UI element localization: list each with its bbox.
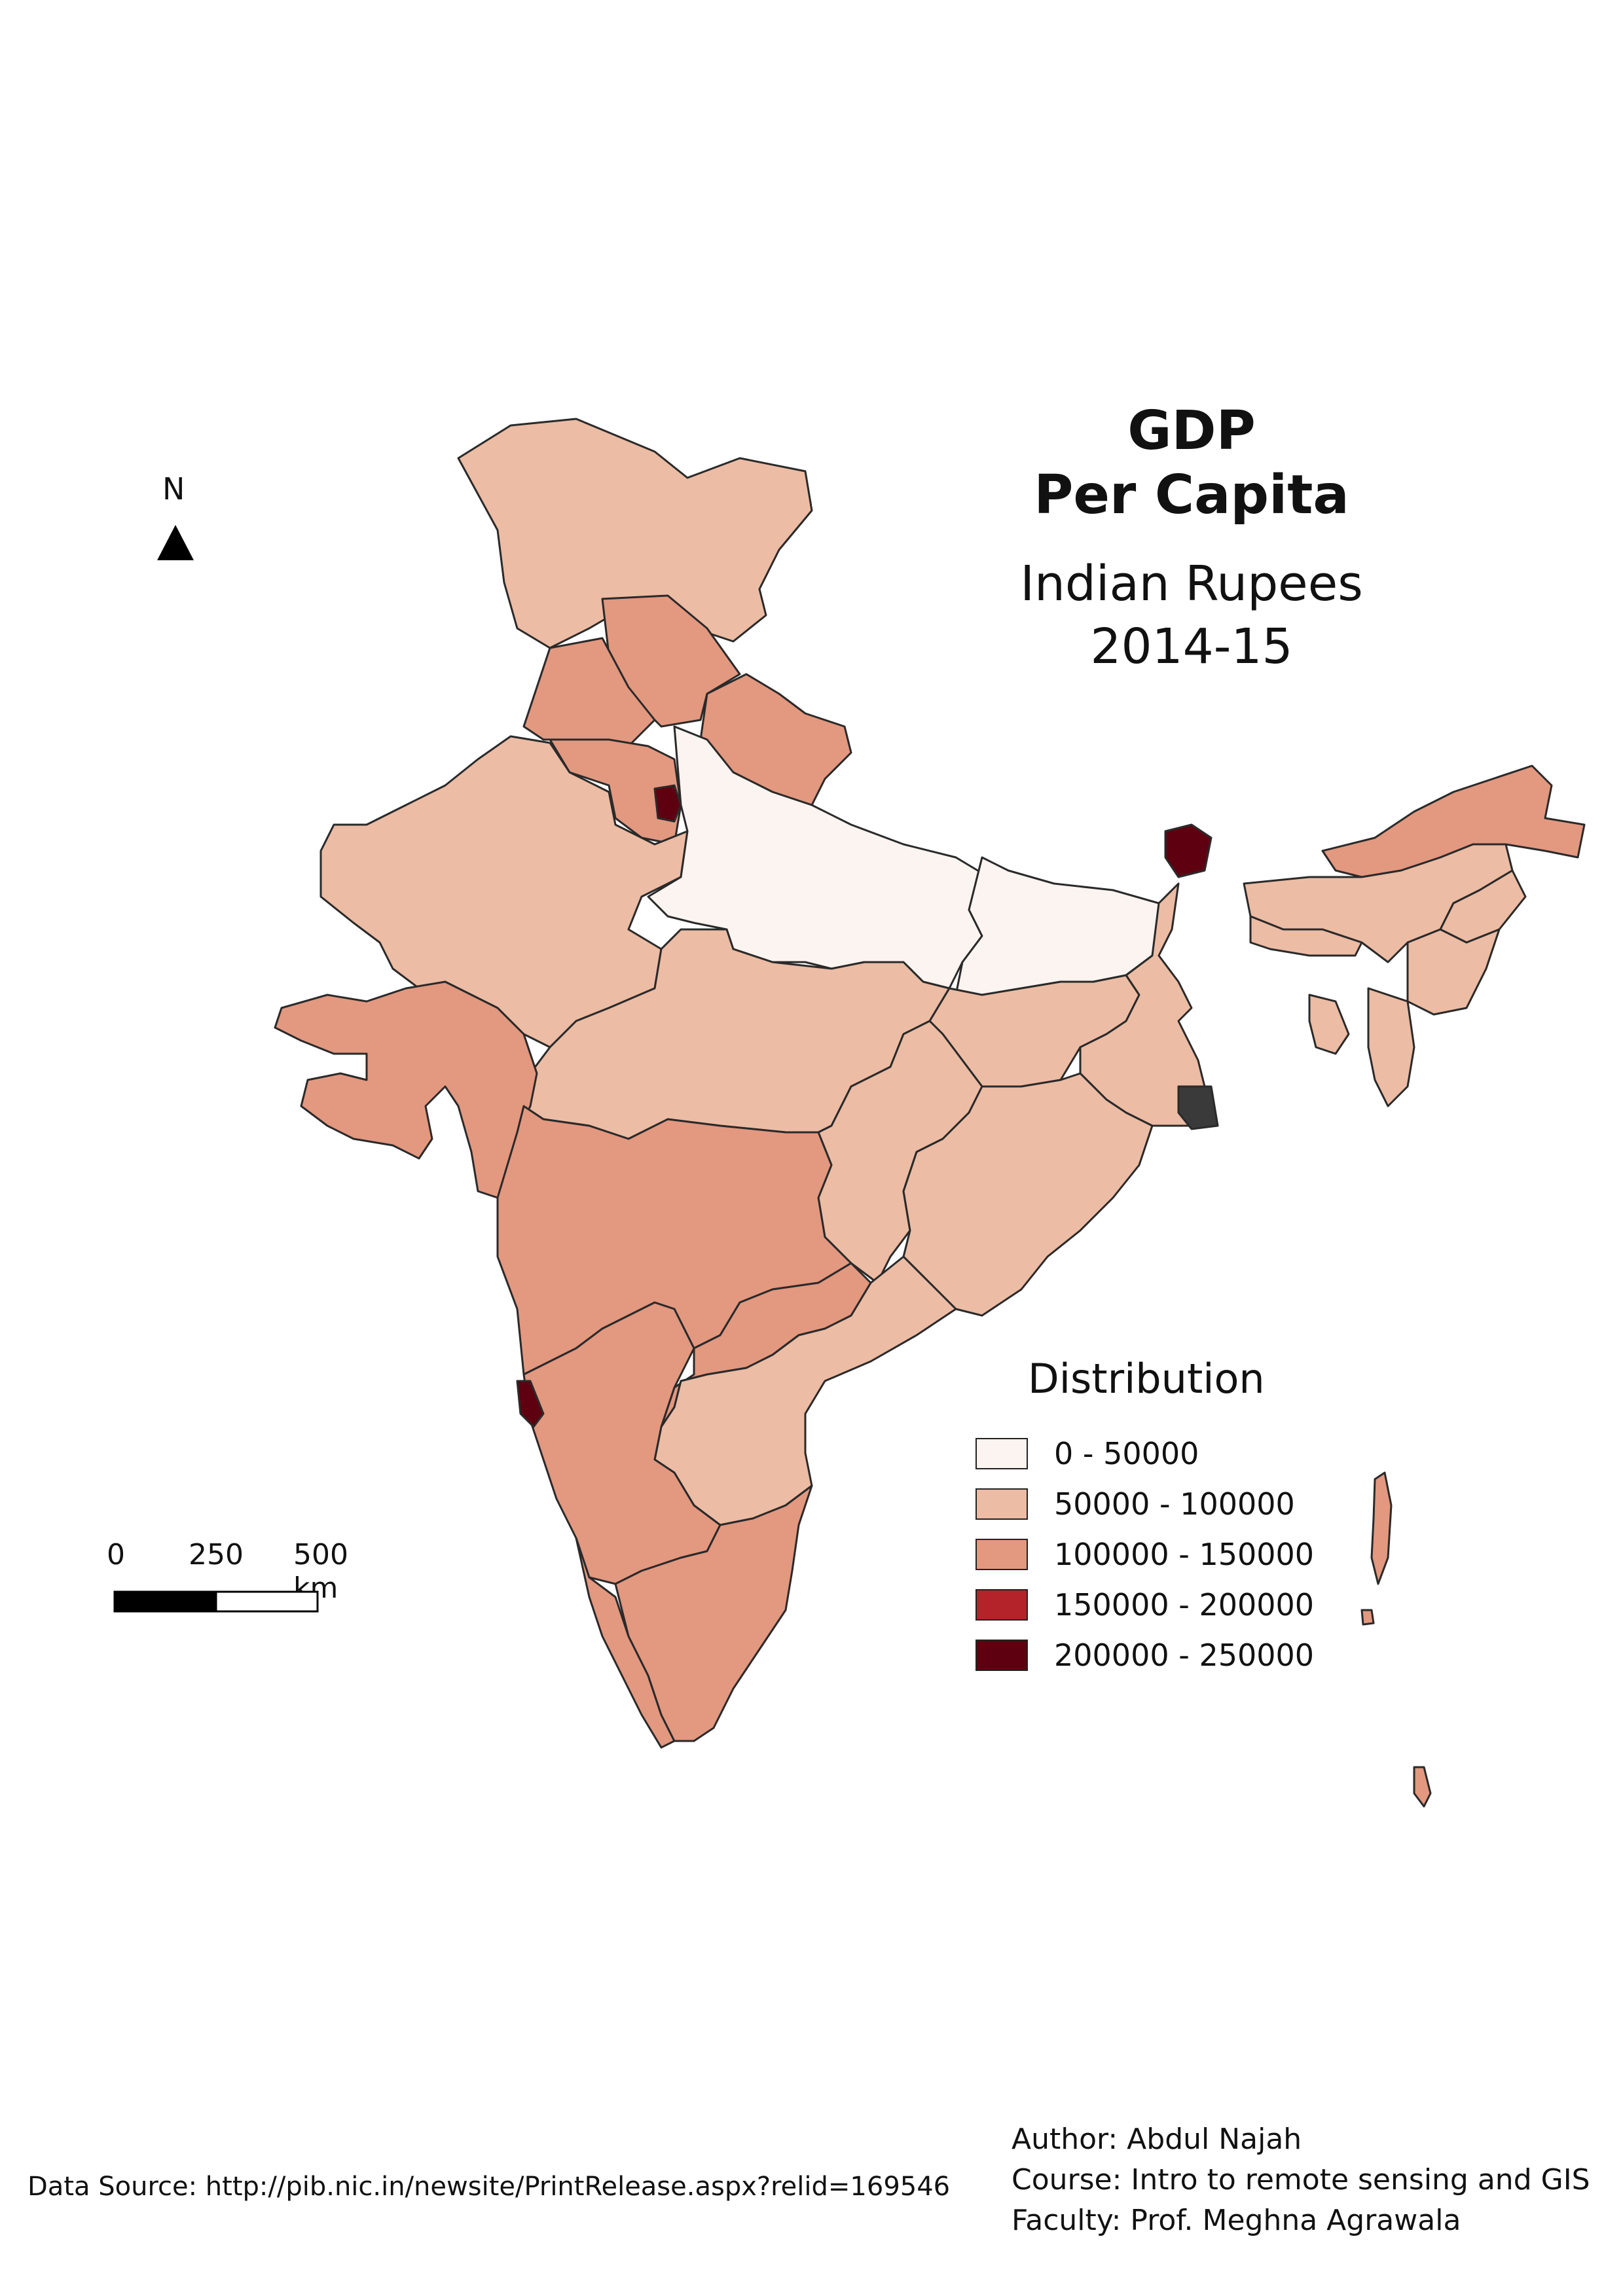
map-title-block: GDP Per Capita Indian Rupees 2014-15: [949, 399, 1434, 678]
scale-label-500: 500 km: [293, 1538, 348, 1605]
legend-item: 150000 - 200000: [976, 1587, 1315, 1623]
region-nicobar-islet: [1360, 1609, 1375, 1626]
scale-bar-graphic: [113, 1590, 319, 1613]
scale-label-250: 250: [189, 1538, 244, 1571]
region-nicobar-islands: [1413, 1766, 1432, 1808]
region-gujarat: [274, 980, 538, 1199]
data-source: Data Source: http://pib.nic.in/newsite/P…: [27, 2172, 951, 2202]
region-odisha: [902, 1072, 1154, 1317]
map-year: 2014-15: [1090, 619, 1293, 675]
legend-item: 0 - 50000: [976, 1436, 1199, 1471]
legend-item: 50000 - 100000: [976, 1486, 1295, 1522]
credit-course: Course: Intro to remote sensing and GIS: [1012, 2163, 1590, 2197]
region-tripura: [1308, 994, 1350, 1055]
legend-item: 200000 - 250000: [976, 1638, 1315, 1673]
region-sundarbans: [1177, 1085, 1219, 1130]
region-andaman-islands: [1370, 1471, 1393, 1585]
north-label: N: [162, 471, 185, 507]
region-mizoram: [1367, 987, 1415, 1107]
north-arrow-icon: [157, 525, 194, 560]
legend-swatch: [976, 1589, 1028, 1621]
legend-label: 150000 - 200000: [1054, 1587, 1315, 1623]
legend-title: Distribution: [1028, 1355, 1265, 1403]
legend-item: 100000 - 150000: [976, 1537, 1315, 1572]
map-title: GDP: [1127, 400, 1256, 462]
legend-swatch: [976, 1488, 1028, 1520]
legend-label: 50000 - 100000: [1054, 1486, 1295, 1522]
scale-label-0: 0: [107, 1538, 125, 1571]
region-manipur: [1406, 928, 1501, 1016]
region-jammu-kashmir: [457, 418, 813, 649]
region-karnataka: [522, 1301, 721, 1585]
legend-label: 200000 - 250000: [1054, 1638, 1315, 1673]
region-goa: [516, 1380, 545, 1428]
credit-author: Author: Abdul Najah: [1012, 2123, 1302, 2156]
legend-swatch: [976, 1640, 1028, 1671]
region-meghalaya: [1249, 915, 1363, 957]
region-sikkim: [1164, 823, 1213, 878]
legend-label: 100000 - 150000: [1054, 1537, 1315, 1572]
region-tamil-nadu: [614, 1484, 813, 1742]
map-title-line2: Per Capita: [1034, 464, 1349, 526]
credit-faculty: Faculty: Prof. Meghna Agrawala: [1012, 2204, 1461, 2237]
legend-swatch: [976, 1539, 1028, 1570]
credits: Author: Abdul Najah Course: Intro to rem…: [1012, 2119, 1590, 2241]
legend-label: 0 - 50000: [1054, 1436, 1199, 1471]
map-subtitle: Indian Rupees: [1020, 556, 1363, 612]
legend-swatch: [976, 1438, 1028, 1469]
region-delhi: [653, 784, 682, 823]
